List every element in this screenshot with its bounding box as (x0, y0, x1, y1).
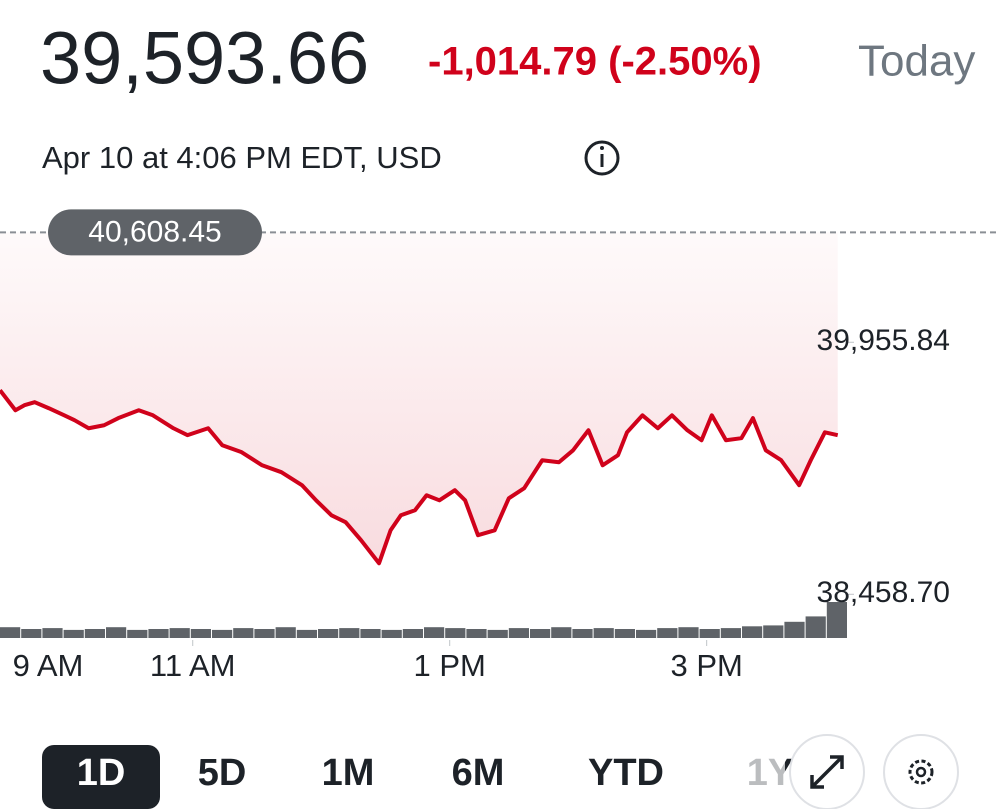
volume-bar (593, 628, 614, 638)
volume-bar (572, 629, 593, 638)
volume-bar (657, 628, 678, 638)
volume-bar (614, 629, 635, 638)
volume-bar (63, 629, 84, 638)
volume-bar (318, 629, 339, 638)
info-icon[interactable] (584, 140, 620, 176)
range-tab[interactable]: 1D (77, 752, 126, 794)
volume-bar (402, 629, 423, 638)
range-tab[interactable]: 6M (452, 752, 505, 794)
volume-bar (21, 629, 42, 638)
volume-bar (551, 627, 572, 638)
price-line (0, 388, 839, 566)
volume-bar (445, 628, 466, 638)
volume-bar (42, 628, 63, 638)
volume-bar (169, 628, 190, 638)
expand-button[interactable] (789, 734, 865, 809)
timestamp: Apr 10 at 4:06 PM EDT, USD (42, 140, 442, 175)
volume-bar (127, 629, 148, 638)
reference-label: 40,608.45 (88, 215, 221, 248)
x-tick-label: 11 AM (150, 648, 236, 683)
volume-bar (233, 628, 254, 638)
volume-bar (487, 629, 508, 638)
fade (740, 735, 785, 809)
volume-bar (296, 629, 317, 638)
volume-bar (699, 629, 720, 638)
volume-bar (678, 627, 699, 638)
range-tab[interactable]: 1M (322, 752, 375, 794)
x-tick-label: 3 PM (670, 648, 742, 683)
volume-bar (508, 628, 529, 638)
range-tab[interactable]: YTD (588, 752, 664, 794)
range-tab[interactable]: 5D (198, 752, 247, 794)
volume-bar (530, 629, 551, 638)
volume-bar (805, 616, 826, 638)
chart: 40,608.45 39,955.84 38,458.70 9 AM 11 AM 1 PM… (0, 209, 1000, 683)
volume-bar (212, 629, 233, 638)
volume-bar (254, 629, 275, 638)
volume-bar (84, 629, 105, 638)
volume-bar (381, 629, 402, 638)
volume-bar (275, 627, 296, 638)
change: -1,014.79 (-2.50%) (428, 40, 762, 84)
settings-button[interactable] (883, 734, 959, 809)
x-tick-label: 9 AM (13, 648, 84, 683)
volume-bar (466, 629, 487, 638)
volume-bar (742, 626, 763, 638)
period: Today (858, 37, 975, 86)
volume-bar (784, 621, 805, 638)
area-fill (0, 232, 838, 564)
x-tick-label: 1 PM (414, 648, 486, 683)
volume-bar (826, 602, 847, 638)
volume-bar (106, 627, 127, 638)
volume-bar (148, 629, 169, 638)
volume-bar (720, 628, 741, 638)
reference-pill (48, 209, 262, 256)
volume-bar (636, 629, 657, 638)
price: 39,593.66 (40, 17, 369, 100)
range-tabs: 1D5D1M6MYTD1Y (77, 752, 794, 794)
volume-bar (360, 629, 381, 638)
volume-bar (339, 628, 360, 638)
volume-bar (0, 627, 21, 638)
volume-bar (424, 627, 445, 638)
volume-bar (763, 625, 784, 638)
range-selected[interactable] (42, 745, 160, 809)
y-tick-label: 39,955.84 (817, 324, 950, 357)
y-tick-label: 38,458.70 (817, 576, 950, 609)
volume-bar (190, 629, 211, 638)
